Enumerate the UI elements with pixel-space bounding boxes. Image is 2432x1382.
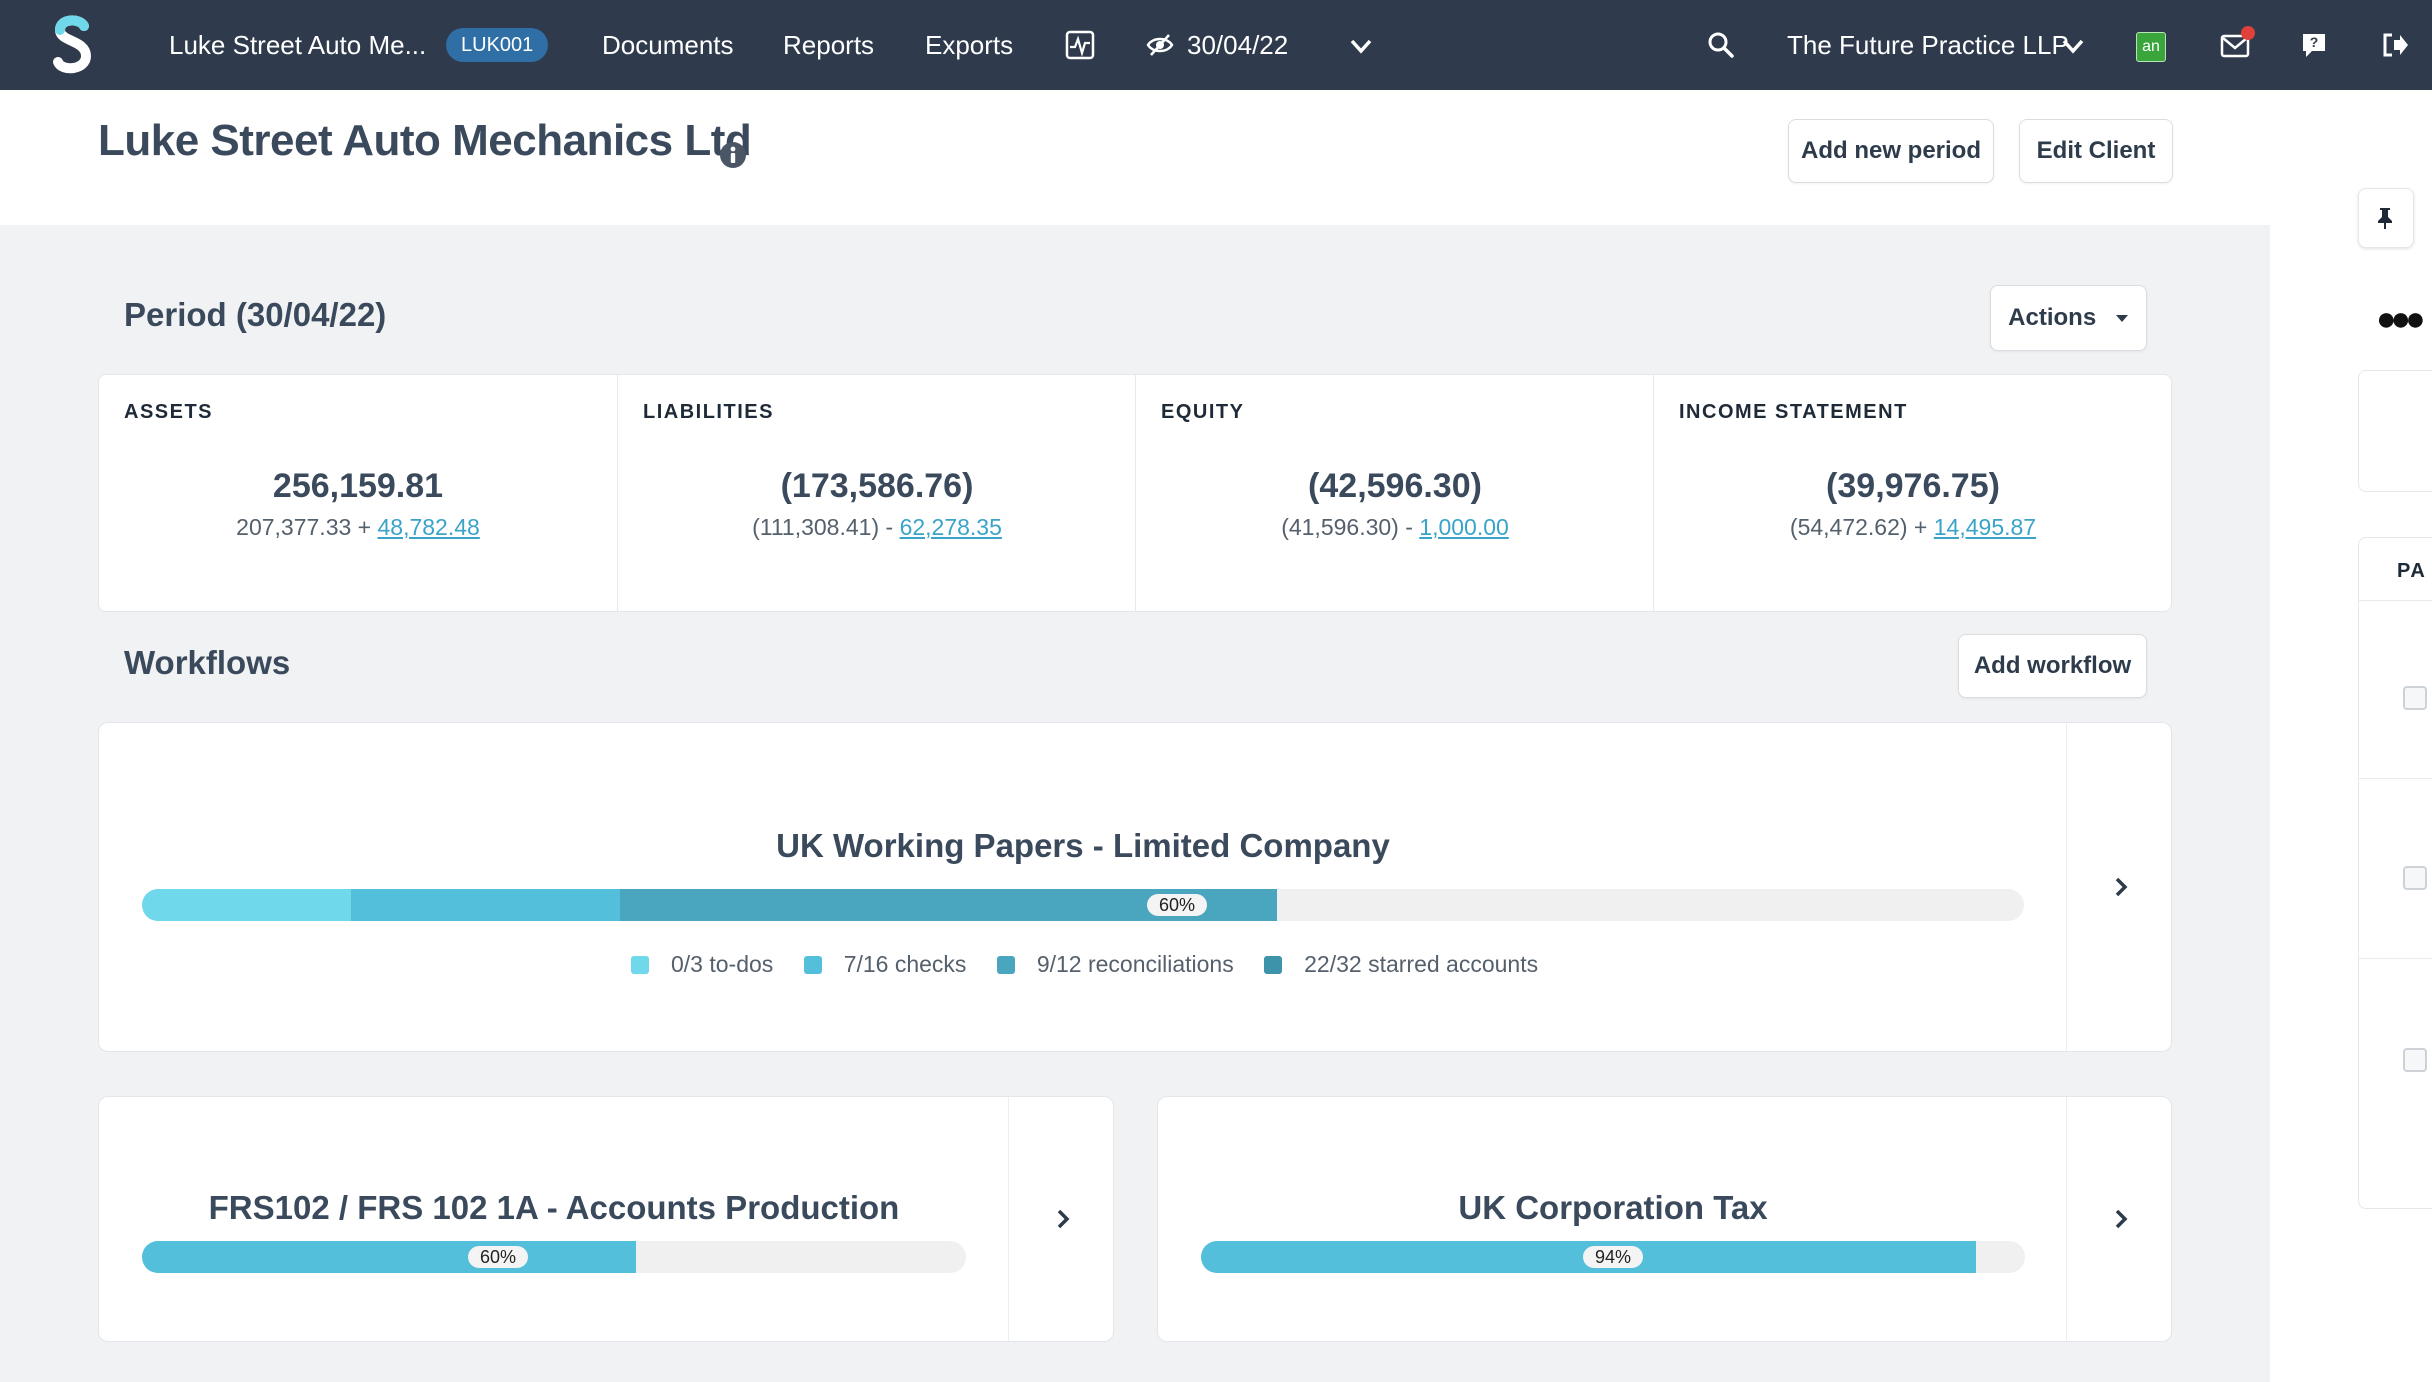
progress-percent: 60% [1147, 894, 1208, 916]
legend-item-starred-accounts: 22/32 starred accounts [1264, 951, 1538, 978]
eye-slash-icon [1146, 34, 1174, 56]
workflows-heading: Workflows [124, 644, 291, 681]
legend-item-reconciliations: 9/12 reconciliations [996, 951, 1234, 978]
workflow-progress-bar: 60% [142, 889, 2024, 921]
right-side-panel: ●●● PA [2270, 90, 2432, 1382]
summary-equity: EQUITY (42,596.30) (41,596.30) - 1,000.0… [1135, 375, 1654, 611]
progress-segment-todos [142, 889, 351, 921]
period-selector[interactable]: 30/04/22 [1187, 30, 1289, 60]
caret-down-icon [2115, 315, 2128, 322]
mail-icon[interactable] [2220, 33, 2250, 59]
side-panel-checkbox[interactable] [2403, 686, 2427, 710]
summary-value: (39,976.75) [1826, 467, 2000, 505]
summary-value: (42,596.30) [1308, 467, 1482, 505]
side-panel-checkbox[interactable] [2403, 1048, 2427, 1072]
nav-exports[interactable]: Exports [925, 30, 1014, 60]
legend-swatch [996, 956, 1015, 974]
workflow-card[interactable]: UK Corporation Tax 94% [1157, 1096, 2172, 1342]
more-options-icon[interactable]: ●●● [2376, 300, 2426, 338]
side-panel-card [2358, 370, 2432, 492]
summary-base: 207,377.33 + [236, 514, 372, 540]
chevron-down-icon[interactable] [2060, 33, 2086, 59]
chevron-right-icon[interactable] [2109, 1207, 2133, 1231]
summary-value: 256,159.81 [272, 467, 444, 505]
workflow-open-column[interactable] [2066, 1097, 2171, 1341]
summary-liabilities: LIABILITIES (173,586.76) (111,308.41) - … [617, 375, 1136, 611]
summary-breakdown: (41,596.30) - 1,000.00 [1136, 514, 1654, 541]
client-code-badge: LUK001 [446, 28, 549, 62]
workflow-open-column[interactable] [1008, 1097, 1113, 1341]
legend-label: 7/16 checks [843, 951, 967, 977]
summary-label: LIABILITIES [643, 401, 774, 423]
progress-segment-checks [351, 889, 620, 921]
summary-label: EQUITY [1161, 401, 1245, 423]
progress-percent: 60% [468, 1246, 529, 1268]
summary-assets: ASSETS 256,159.81 207,377.33 + 48,782.48 [99, 375, 617, 611]
workflow-card[interactable]: UK Working Papers - Limited Company 60% … [98, 722, 2172, 1052]
actions-label: Actions [2008, 304, 2097, 331]
progress-percent: 94% [1583, 1246, 1644, 1268]
workflow-progress-bar: 60% [142, 1241, 966, 1273]
add-new-period-button[interactable]: Add new period [1788, 119, 1994, 183]
nav-reports[interactable]: Reports [783, 30, 875, 60]
workflow-title: UK Corporation Tax [1458, 1189, 1768, 1226]
summary-adjustment-link[interactable]: 62,278.35 [899, 514, 1002, 540]
workflow-card[interactable]: FRS102 / FRS 102 1A - Accounts Productio… [98, 1096, 1114, 1342]
legend-label: 9/12 reconciliations [1036, 951, 1234, 977]
svg-text:?: ? [2310, 34, 2319, 50]
summary-label: ASSETS [124, 401, 214, 423]
legend-swatch [803, 956, 822, 974]
workflow-open-column[interactable] [2066, 723, 2171, 1051]
period-heading: Period (30/04/22) [124, 296, 387, 333]
pin-button[interactable] [2358, 188, 2414, 248]
top-navigation-bar: Luke Street Auto Me... LUK001 Documents … [0, 0, 2432, 90]
summary-adjustment-link[interactable]: 14,495.87 [1933, 514, 2037, 540]
legend-label: 22/32 starred accounts [1304, 951, 1539, 977]
app-logo-icon[interactable] [50, 12, 94, 76]
app-badge-icon[interactable]: an [2136, 32, 2166, 62]
workflow-progress-bar: 94% [1201, 1241, 2025, 1273]
side-panel-list: PA [2358, 537, 2432, 1209]
period-summary: ASSETS 256,159.81 207,377.33 + 48,782.48… [98, 374, 2172, 612]
summary-value: (173,586.76) [780, 467, 974, 505]
legend-swatch [1264, 956, 1283, 974]
chevron-down-icon[interactable] [1348, 33, 1374, 59]
legend-swatch [631, 956, 649, 974]
summary-income-statement: INCOME STATEMENT (39,976.75) (54,472.62)… [1653, 375, 2172, 611]
actions-dropdown-button[interactable]: Actions [1990, 285, 2147, 351]
workflow-title: UK Working Papers - Limited Company [776, 827, 1390, 864]
legend-item-checks: 7/16 checks [803, 951, 967, 978]
summary-adjustment-link[interactable]: 1,000.00 [1419, 514, 1509, 540]
summary-base: (111,308.41) - [752, 514, 894, 540]
info-icon[interactable] [718, 140, 748, 170]
summary-breakdown: (111,308.41) - 62,278.35 [618, 514, 1136, 541]
summary-breakdown: 207,377.33 + 48,782.48 [99, 514, 617, 541]
side-panel-checkbox[interactable] [2403, 866, 2427, 890]
legend-label: 0/3 to-dos [671, 951, 774, 977]
add-workflow-button[interactable]: Add workflow [1958, 634, 2147, 698]
side-panel-heading: PA [2397, 560, 2427, 582]
workflow-title: FRS102 / FRS 102 1A - Accounts Productio… [208, 1189, 900, 1226]
nav-documents[interactable]: Documents [602, 30, 734, 60]
page-title: Luke Street Auto Mechanics Ltd [98, 116, 752, 165]
chevron-right-icon[interactable] [2109, 875, 2133, 899]
progress-fill [142, 1241, 636, 1273]
summary-label: INCOME STATEMENT [1679, 401, 1908, 423]
search-icon[interactable] [1706, 30, 1736, 60]
edit-client-button[interactable]: Edit Client [2019, 119, 2173, 183]
activity-monitor-icon[interactable] [1064, 29, 1096, 61]
summary-base: (54,472.62) + [1789, 514, 1928, 540]
logout-icon[interactable] [2380, 31, 2410, 59]
workflow-legend: 0/3 to-dos 7/16 checks 9/12 reconciliati… [631, 951, 1562, 978]
practice-selector[interactable]: The Future Practice LLP [1787, 30, 2069, 60]
chevron-right-icon[interactable] [1051, 1207, 1075, 1231]
summary-base: (41,596.30) - [1281, 514, 1413, 540]
help-icon[interactable]: ? [2300, 31, 2328, 59]
client-name-link[interactable]: Luke Street Auto Me... [169, 30, 427, 60]
pin-icon [2378, 208, 2392, 229]
summary-breakdown: (54,472.62) + 14,495.87 [1654, 514, 2172, 541]
legend-item-todos: 0/3 to-dos [631, 951, 773, 978]
notification-dot [2241, 26, 2255, 40]
summary-adjustment-link[interactable]: 48,782.48 [377, 514, 480, 540]
